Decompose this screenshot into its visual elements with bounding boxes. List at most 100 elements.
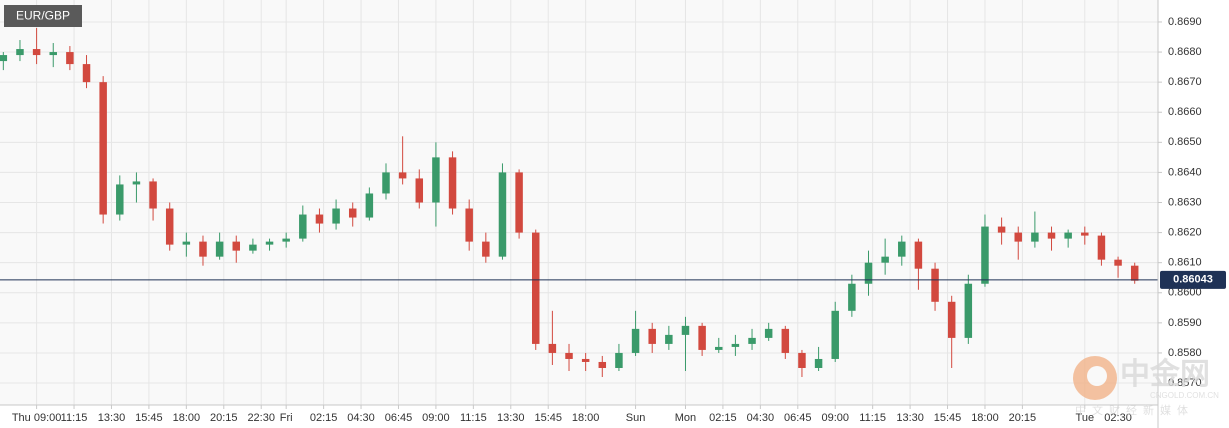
candle-body: [66, 52, 74, 65]
candle-body: [315, 214, 324, 224]
candle-body: [698, 325, 706, 350]
candle-body: [964, 283, 973, 338]
x-tick-label: 04:30: [347, 412, 375, 424]
candle-body: [531, 232, 540, 344]
watermark-domain: CNGOLD.COM.CN: [1150, 391, 1219, 400]
candle-body: [1097, 235, 1106, 260]
y-tick-label: 0.8570: [1168, 377, 1202, 389]
candle-body: [482, 241, 490, 257]
x-tick-label: 18:00: [971, 412, 999, 424]
candle-body: [498, 172, 507, 257]
candle-body: [1031, 232, 1039, 242]
y-tick-label: 0.8630: [1168, 196, 1202, 208]
candle-body: [1130, 265, 1139, 281]
x-tick-label: 06:45: [385, 412, 413, 424]
x-tick-label: Fri: [280, 412, 293, 424]
candle-body: [665, 334, 673, 344]
candle-body: [299, 214, 307, 239]
candle-body: [1081, 232, 1089, 236]
candle-body: [332, 208, 340, 224]
candle-body: [781, 328, 790, 353]
y-tick-label: 0.8660: [1168, 106, 1202, 118]
candle-body: [715, 346, 723, 350]
candle-body: [1047, 232, 1056, 239]
x-tick-label: 18:00: [572, 412, 600, 424]
x-tick-label: 22:30: [247, 412, 275, 424]
y-tick-label: 0.8680: [1168, 46, 1202, 58]
candle-body: [764, 328, 773, 338]
candles: [0, 27, 1158, 378]
candle-body: [631, 328, 640, 353]
x-tick-label: Mon: [675, 412, 696, 424]
watermark: 中金网 CNGOLD.COM.CN 中文财经新媒体: [1073, 356, 1219, 417]
x-tick-label: 04:30: [747, 412, 775, 424]
candle-body: [848, 283, 856, 311]
candle-body: [1114, 259, 1122, 266]
candle-body: [182, 241, 191, 245]
x-tick-label: 20:15: [1009, 412, 1037, 424]
candle-body: [681, 325, 690, 335]
candle-body: [864, 262, 873, 284]
x-tick-label: 09:00: [422, 412, 450, 424]
candle-body: [215, 241, 224, 257]
candle-body: [82, 64, 91, 83]
candle-body: [931, 268, 939, 302]
x-tick-label: 11:15: [460, 412, 487, 424]
candle-body: [997, 226, 1006, 233]
candle-body: [32, 49, 41, 56]
title-badge: [4, 5, 82, 27]
watermark-name: 中金网: [1120, 357, 1210, 391]
y-tick-label: 0.8690: [1168, 16, 1202, 28]
y-tick-label: 0.8600: [1168, 287, 1202, 299]
candle-body: [947, 301, 956, 338]
x-tick-label: 15:45: [934, 412, 962, 424]
x-tick-label: 13:30: [98, 412, 126, 424]
x-tick-label: Sun: [626, 412, 646, 424]
x-tick-label: 15:45: [534, 412, 562, 424]
candle-body: [415, 178, 424, 203]
candle-body: [581, 358, 590, 362]
x-tick-label: 13:30: [896, 412, 924, 424]
x-tick-label: Thu 09:00: [12, 412, 62, 424]
y-tick-label: 0.8650: [1168, 136, 1202, 148]
current-price-badge: [1160, 270, 1226, 289]
candle-body: [432, 157, 440, 203]
candle-body: [1064, 232, 1072, 239]
x-tick-label: 09:00: [821, 412, 849, 424]
candle-body: [365, 193, 374, 218]
candle-body: [548, 343, 557, 353]
candle-body: [199, 241, 207, 257]
candle-body: [1014, 232, 1022, 242]
y-tick-label: 0.8670: [1168, 76, 1202, 88]
x-tick-label: 15:45: [135, 412, 163, 424]
x-tick-label: 11:15: [61, 412, 88, 424]
candle-body: [116, 184, 124, 215]
x-tick-label: 06:45: [784, 412, 812, 424]
chart-title: EUR/GBP: [16, 9, 70, 23]
candle-body: [448, 157, 457, 209]
y-tick-label: 0.8610: [1168, 257, 1202, 269]
candle-body: [565, 352, 573, 359]
candle-body: [831, 310, 839, 359]
candle-body: [398, 172, 407, 179]
axes: 0.8690 0.8680 0.8670 0.8660 0.8650 0.8640 0.86…: [12, 16, 1226, 424]
y-tick-label: 0.8620: [1168, 226, 1202, 238]
candle-body: [282, 238, 290, 242]
candle-body: [99, 82, 107, 215]
candle-body: [748, 337, 756, 344]
x-tick-label: 11:15: [859, 412, 886, 424]
x-tick-label: 02:30: [1104, 412, 1132, 424]
candle-body: [348, 208, 357, 218]
y-tick-label: 0.8640: [1168, 166, 1202, 178]
watermark-logo: [1087, 366, 1107, 386]
y-tick-label: 0.8590: [1168, 317, 1202, 329]
candle-body: [731, 343, 740, 347]
candle-body: [615, 352, 623, 368]
candle-body: [465, 208, 473, 242]
candle-body: [798, 352, 806, 368]
x-tick-label: Tue: [1076, 412, 1095, 424]
candle-body: [898, 241, 906, 257]
candle-body: [132, 181, 141, 185]
candle-body: [515, 172, 523, 233]
